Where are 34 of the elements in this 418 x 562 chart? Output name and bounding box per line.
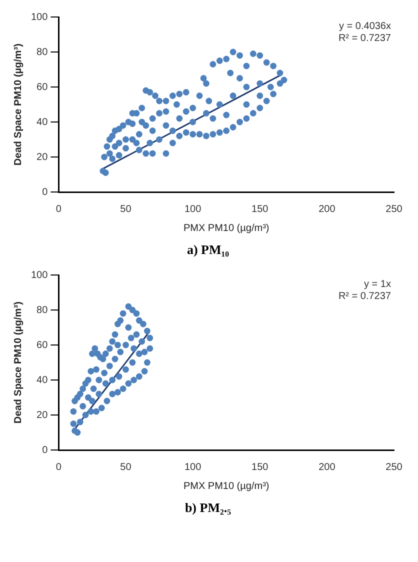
x-tick-label: 50 — [120, 462, 132, 473]
text: b) PM₂.₅ — [184, 500, 232, 516]
y-tick-label: 60 — [36, 340, 48, 351]
y-tick-label: 100 — [30, 270, 48, 281]
x-tick-label: 100 — [184, 462, 202, 473]
x-tick-label: 150 — [252, 204, 269, 215]
y-tick-label: 20 — [36, 410, 48, 421]
x-tick-label: 150 — [252, 462, 269, 473]
y-tick-label: 20 — [36, 152, 48, 163]
x-tick-label: 250 — [386, 462, 403, 473]
annotation: y = 0.4036x — [339, 20, 391, 32]
y-tick-label: 100 — [30, 12, 48, 23]
x-tick-label: 200 — [318, 204, 336, 215]
x-tick-label: 50 — [120, 204, 132, 215]
x-tick-label: 0 — [56, 204, 62, 215]
y-axis-title: Dead Space PM10 (µg/m³) — [12, 302, 24, 424]
y-tick-label: 80 — [36, 46, 48, 58]
y-tick-label: 40 — [36, 116, 48, 128]
y-tick-label: 60 — [36, 82, 48, 93]
x-tick-label: 200 — [318, 462, 336, 473]
text: a) PM₁₀ — [186, 242, 230, 258]
x-tick-label: 250 — [386, 204, 403, 215]
y-axis-title: Dead Space PM10 (µg/m³) — [12, 44, 24, 166]
y-tick-label: 0 — [42, 444, 48, 456]
x-tick-label: 100 — [184, 204, 202, 215]
annotation: y = 1x — [364, 278, 391, 290]
x-axis-title: PMX PM10 (µg/m³) — [183, 222, 270, 234]
x-tick-label: 0 — [56, 462, 62, 473]
annotation: R² = 0.7237 — [338, 290, 392, 302]
y-tick-label: 0 — [42, 186, 48, 198]
y-tick-label: 40 — [36, 374, 48, 386]
y-tick-label: 80 — [36, 304, 48, 316]
annotation: R² = 0.7237 — [338, 32, 392, 44]
x-axis-title: PMX PM10 (µg/m³) — [183, 480, 270, 492]
